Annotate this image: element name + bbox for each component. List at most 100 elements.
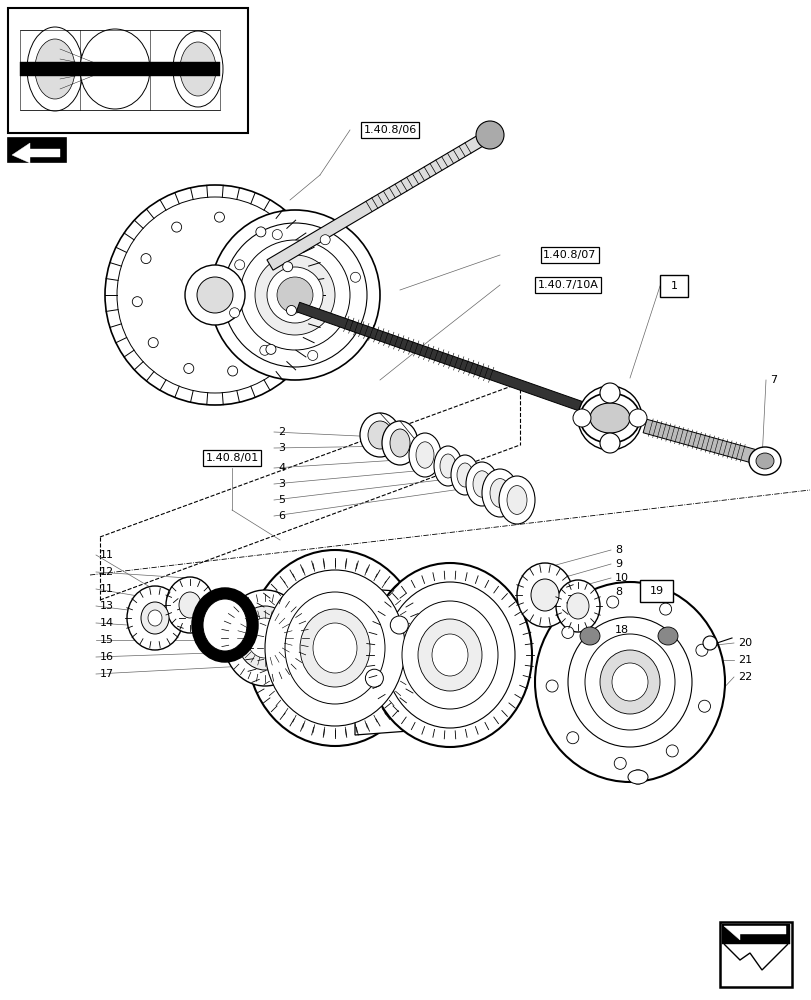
Circle shape (141, 254, 151, 264)
Ellipse shape (267, 267, 323, 323)
Ellipse shape (627, 770, 647, 784)
Text: 1.40.8/07: 1.40.8/07 (543, 250, 596, 260)
Ellipse shape (173, 31, 223, 107)
Text: 9: 9 (614, 559, 621, 569)
Ellipse shape (277, 277, 312, 313)
Ellipse shape (299, 609, 370, 687)
Bar (590, 628, 667, 644)
Ellipse shape (264, 570, 405, 726)
Bar (719, 922, 791, 987)
Text: 5: 5 (277, 495, 285, 505)
Circle shape (148, 338, 158, 348)
Text: 8: 8 (614, 587, 621, 597)
Ellipse shape (247, 550, 423, 746)
Ellipse shape (80, 29, 150, 109)
Text: 13: 13 (100, 601, 114, 611)
Text: 20: 20 (737, 638, 751, 648)
Circle shape (345, 320, 355, 330)
Text: 18: 18 (614, 625, 629, 635)
Circle shape (307, 350, 317, 360)
Ellipse shape (530, 579, 558, 611)
Text: 11: 11 (100, 584, 114, 594)
Text: 1.40.7/10A: 1.40.7/10A (537, 280, 598, 290)
Text: 21: 21 (737, 655, 751, 665)
Circle shape (629, 409, 646, 427)
Circle shape (390, 616, 408, 634)
Ellipse shape (35, 39, 75, 99)
Ellipse shape (193, 589, 257, 661)
Ellipse shape (285, 592, 384, 704)
Ellipse shape (599, 650, 659, 714)
Ellipse shape (223, 590, 307, 686)
Circle shape (599, 433, 620, 453)
Ellipse shape (489, 479, 509, 507)
Ellipse shape (431, 634, 467, 676)
Ellipse shape (457, 463, 473, 487)
Ellipse shape (141, 602, 169, 634)
Circle shape (171, 222, 182, 232)
Ellipse shape (401, 601, 497, 709)
Circle shape (214, 212, 224, 222)
Polygon shape (296, 302, 621, 425)
Circle shape (702, 636, 716, 650)
Ellipse shape (185, 265, 245, 325)
Ellipse shape (384, 582, 514, 728)
Text: 1.40.8/06: 1.40.8/06 (363, 125, 416, 135)
Ellipse shape (450, 455, 478, 495)
Bar (8, 138, 66, 162)
Circle shape (365, 669, 383, 687)
Text: 22: 22 (737, 672, 751, 682)
Ellipse shape (482, 469, 517, 517)
Ellipse shape (556, 580, 599, 632)
Circle shape (230, 308, 239, 318)
Circle shape (659, 603, 671, 615)
Ellipse shape (415, 442, 433, 468)
Ellipse shape (586, 394, 633, 442)
Circle shape (227, 366, 238, 376)
Text: 6: 6 (277, 511, 285, 521)
Circle shape (234, 260, 244, 270)
Ellipse shape (247, 618, 283, 658)
Circle shape (255, 227, 265, 237)
Circle shape (561, 626, 573, 638)
Bar (20, 30, 220, 110)
Ellipse shape (178, 592, 201, 618)
Circle shape (695, 644, 707, 656)
Text: 19: 19 (649, 586, 663, 596)
Ellipse shape (27, 27, 83, 111)
Text: 14: 14 (100, 618, 114, 628)
Bar (8, 8, 247, 133)
Text: 15: 15 (100, 635, 114, 645)
Text: 7: 7 (769, 375, 776, 385)
Ellipse shape (409, 433, 440, 477)
Ellipse shape (127, 586, 182, 650)
Ellipse shape (389, 429, 410, 457)
Ellipse shape (584, 634, 674, 730)
Circle shape (630, 770, 644, 784)
Ellipse shape (237, 606, 293, 670)
Ellipse shape (579, 393, 639, 443)
Text: 10: 10 (614, 573, 629, 583)
Ellipse shape (657, 627, 677, 645)
Text: 16: 16 (100, 652, 114, 662)
Ellipse shape (755, 453, 773, 469)
Polygon shape (354, 588, 449, 735)
Text: 11: 11 (100, 550, 114, 560)
Ellipse shape (197, 277, 233, 313)
Circle shape (282, 262, 292, 272)
Ellipse shape (165, 577, 214, 633)
Circle shape (320, 235, 330, 245)
Text: 8: 8 (614, 545, 621, 555)
Circle shape (546, 680, 557, 692)
Ellipse shape (240, 240, 350, 350)
Ellipse shape (568, 617, 691, 747)
Circle shape (350, 272, 360, 282)
Ellipse shape (367, 421, 392, 449)
Circle shape (260, 345, 269, 355)
Text: 1: 1 (670, 281, 676, 291)
Ellipse shape (611, 663, 647, 701)
Ellipse shape (367, 563, 531, 747)
Text: 2: 2 (277, 427, 285, 437)
Ellipse shape (440, 454, 456, 478)
Circle shape (417, 668, 435, 686)
